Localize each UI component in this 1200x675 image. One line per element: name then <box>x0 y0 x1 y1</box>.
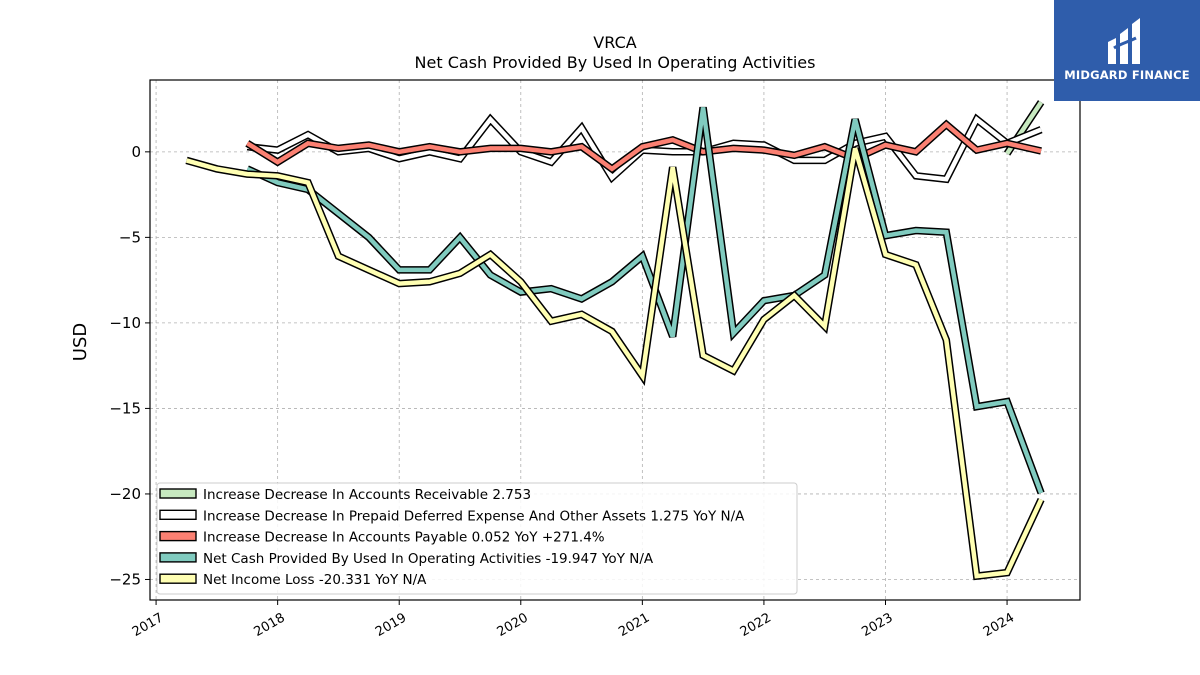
legend-swatch <box>159 530 197 542</box>
x-tick-label: 2018 <box>251 610 287 640</box>
legend-label: Increase Decrease In Accounts Receivable… <box>203 487 531 503</box>
series-2 <box>245 119 1042 174</box>
legend-swatch <box>159 509 197 520</box>
y-axis-label: USD <box>70 323 91 361</box>
logo-mark-icon <box>1108 18 1140 64</box>
x-tick-label: 2024 <box>981 610 1017 640</box>
series-line <box>246 107 1044 494</box>
x-tick-label: 2023 <box>859 610 895 640</box>
y-tick-label: −10 <box>109 314 141 332</box>
y-tick-label: −15 <box>109 399 141 417</box>
series-lines <box>185 100 1045 581</box>
plot-frame <box>149 79 1081 601</box>
y-tick-label: −20 <box>109 485 141 503</box>
series-4 <box>185 147 1045 581</box>
logo-text: MIDGARD FINANCE <box>1064 68 1190 82</box>
grid-lines <box>150 80 1080 600</box>
x-tick-label: 2021 <box>616 610 652 640</box>
y-tick-label: −25 <box>109 570 141 588</box>
y-tick-label: 0 <box>131 143 141 161</box>
series-line <box>185 147 1044 579</box>
x-tick-label: 2017 <box>130 610 166 640</box>
y-tick-label: −5 <box>119 228 141 246</box>
legend-swatch <box>159 488 197 499</box>
legend-label: Increase Decrease In Accounts Payable 0.… <box>203 530 605 546</box>
legend-box <box>156 482 798 595</box>
legend: Increase Decrease In Accounts Receivable… <box>156 482 798 595</box>
legend-label: Net Income Loss -20.331 YoY N/A <box>203 572 427 588</box>
x-tick-label: 2020 <box>495 610 531 640</box>
legend-label: Increase Decrease In Prepaid Deferred Ex… <box>203 508 745 524</box>
x-tick-label: 2022 <box>738 610 774 640</box>
x-tick-label: 2019 <box>373 610 409 640</box>
legend-label: Net Cash Provided By Used In Operating A… <box>203 551 654 567</box>
series-line <box>246 121 1042 172</box>
chart-title: VRCA <box>593 33 636 52</box>
chart-subtitle: Net Cash Provided By Used In Operating A… <box>415 53 816 72</box>
series-3 <box>245 106 1045 495</box>
legend-swatch <box>159 552 197 563</box>
series-line-outline <box>245 106 1045 495</box>
midgard-finance-logo: MIDGARD FINANCE <box>1054 0 1200 101</box>
legend-swatch <box>159 573 197 584</box>
